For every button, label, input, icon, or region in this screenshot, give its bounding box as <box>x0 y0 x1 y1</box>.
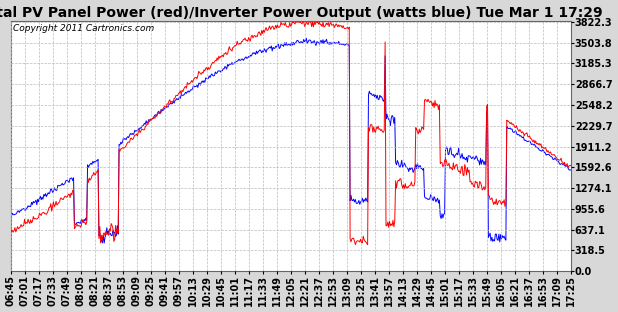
Title: Total PV Panel Power (red)/Inverter Power Output (watts blue) Tue Mar 1 17:29: Total PV Panel Power (red)/Inverter Powe… <box>0 6 603 20</box>
Text: Copyright 2011 Cartronics.com: Copyright 2011 Cartronics.com <box>14 24 154 33</box>
